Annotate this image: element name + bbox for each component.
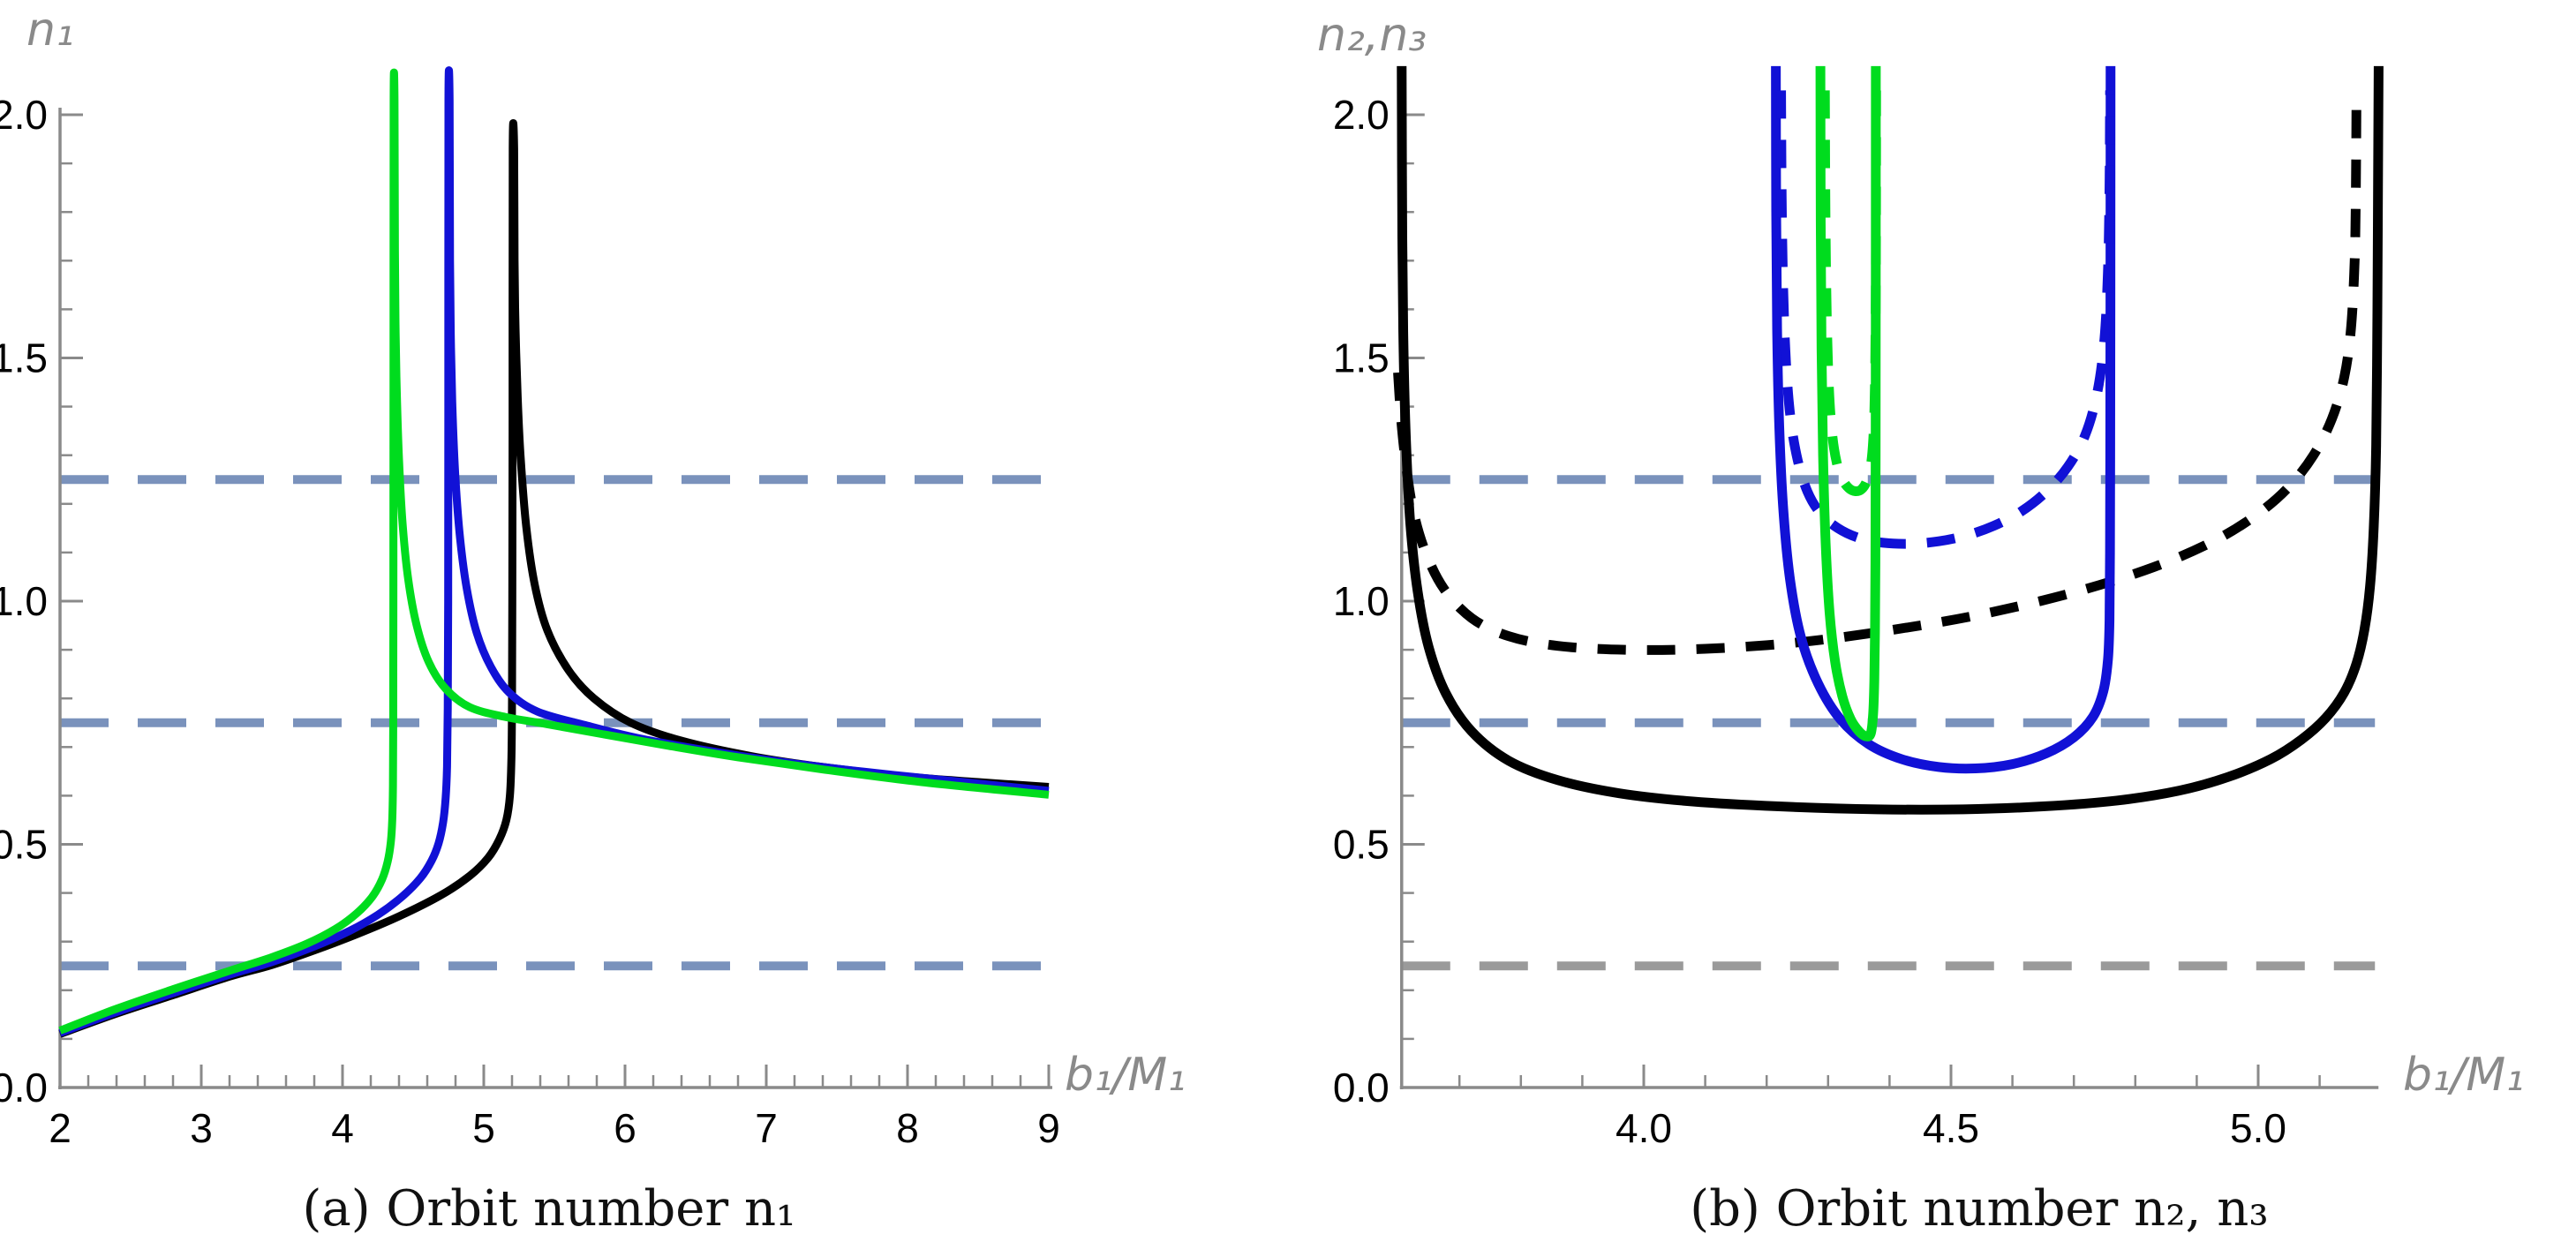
- y-axis-title-left-plot: n₁: [26, 4, 74, 56]
- x-tick-label: 2: [49, 1105, 72, 1151]
- x-tick-label: 5.0: [2230, 1105, 2286, 1151]
- x-tick-label: 6: [614, 1105, 636, 1151]
- x-tick-label: 5: [472, 1105, 495, 1151]
- y-tick-label: 0.5: [1333, 822, 1390, 868]
- y-tick-label: 1.5: [0, 335, 48, 381]
- y-tick-label: 1.0: [0, 578, 48, 624]
- plot-a: 2 3 4 5 6 7 8 9 0.0 0.5 1.0 1.5 2.0: [0, 66, 1060, 1151]
- y-tick-label: 2.0: [0, 92, 48, 138]
- curve-n2-black-solid: [1397, 65, 2384, 815]
- y-tick-label: 0.0: [1333, 1065, 1390, 1110]
- curve-n3-green-dashed: [1819, 90, 1881, 497]
- y-tick-label: 0.0: [0, 1065, 48, 1110]
- x-tick-label: 4.0: [1616, 1105, 1672, 1151]
- curve-n2-green-solid: [1815, 65, 1881, 741]
- curve-n1-blue-solid: [58, 66, 1050, 1037]
- x-tick-label: 4: [331, 1105, 354, 1151]
- x-tick-label: 3: [190, 1105, 213, 1151]
- x-tick-label: 4.5: [1923, 1105, 1979, 1151]
- curve-n1-black-solid: [58, 119, 1050, 1038]
- y-tick-label: 1.0: [1333, 578, 1390, 624]
- curve-n3-black-dashed: [1393, 90, 2361, 655]
- caption-plot-a: (a) Orbit number n₁: [302, 1180, 796, 1238]
- y-tick-label: 0.5: [0, 822, 48, 868]
- curve-n2-blue-solid: [1771, 65, 2116, 774]
- x-tick-label: 8: [896, 1105, 919, 1151]
- curve-n3-blue-dashed: [1776, 90, 2115, 549]
- caption-plot-b: (b) Orbit number n₂, n₃: [1690, 1180, 2269, 1238]
- x-axis-title-right-plot: b₁/M₁: [2403, 1049, 2525, 1102]
- x-tick-label: 7: [755, 1105, 778, 1151]
- plot-b: 4.0 4.5 5.0 0.0 0.5 1.0 1.5 2.0: [1333, 65, 2384, 1151]
- y-axis-title-right-plot: n₂,n₃: [1317, 9, 1427, 62]
- x-axis-title-left-plot: b₁/M₁: [1065, 1049, 1186, 1102]
- y-tick-label: 1.5: [1333, 335, 1390, 381]
- x-tick-label: 9: [1037, 1105, 1060, 1151]
- y-tick-label: 2.0: [1333, 92, 1390, 138]
- curve-n1-green-solid: [58, 68, 1050, 1035]
